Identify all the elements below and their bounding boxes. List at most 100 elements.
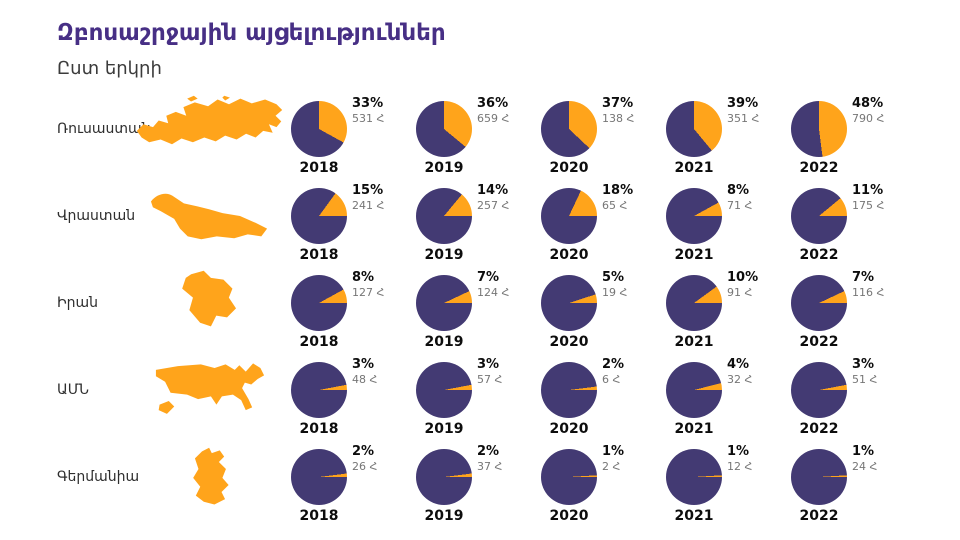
value-label: 51 Հ xyxy=(852,373,878,386)
pie-group: 37% 138 Հ 2020 xyxy=(541,96,666,184)
year-label: 2018 xyxy=(299,421,339,437)
pie-chart xyxy=(291,188,347,244)
year-label: 2020 xyxy=(549,247,589,263)
year-label: 2022 xyxy=(799,247,839,263)
percent-label: 2% xyxy=(352,444,375,459)
pie-group: 7% 116 Հ 2022 xyxy=(791,270,916,358)
value-label: 32 Հ xyxy=(727,373,753,386)
country-label: Գերմանիա xyxy=(57,469,140,485)
pie-chart xyxy=(541,449,597,505)
value-label: 71 Հ xyxy=(727,199,753,212)
pie-chart xyxy=(791,275,847,331)
country-row: Ռուսաստան 33% 531 Հ 2018 36% 659 Հ 2019 … xyxy=(0,95,960,184)
percent-label: 7% xyxy=(477,270,500,285)
country-label: Իրան xyxy=(57,295,99,311)
pie-chart xyxy=(416,449,472,505)
percent-label: 3% xyxy=(852,357,875,372)
pie-chart xyxy=(541,275,597,331)
percent-label: 36% xyxy=(477,96,509,111)
pie-chart xyxy=(291,449,347,505)
value-label: 175 Հ xyxy=(852,199,885,212)
year-label: 2019 xyxy=(424,334,464,350)
pie-group: 2% 37 Հ 2019 xyxy=(416,444,541,532)
year-label: 2021 xyxy=(674,421,714,437)
pie-chart xyxy=(291,101,347,157)
pie-group: 11% 175 Հ 2022 xyxy=(791,183,916,271)
pie-chart xyxy=(541,362,597,418)
percent-label: 7% xyxy=(852,270,875,285)
iran-map-shape xyxy=(182,270,237,327)
value-label: 351 Հ xyxy=(727,112,760,125)
pie-group: 2% 6 Հ 2020 xyxy=(541,357,666,445)
value-label: 12 Հ xyxy=(727,460,753,473)
percent-label: 8% xyxy=(727,183,750,198)
percent-label: 15% xyxy=(352,183,384,198)
year-label: 2020 xyxy=(549,334,589,350)
pie-group: 8% 127 Հ 2018 xyxy=(291,270,416,358)
pie-chart xyxy=(416,101,472,157)
iran-map xyxy=(128,266,292,340)
pie-group: 3% 57 Հ 2019 xyxy=(416,357,541,445)
year-label: 2018 xyxy=(299,160,339,176)
value-label: 241 Հ xyxy=(352,199,385,212)
pie-chart xyxy=(791,101,847,157)
pie-chart xyxy=(416,188,472,244)
value-label: 659 Հ xyxy=(477,112,510,125)
country-row: Վրաստան 15% 241 Հ 2018 14% 257 Հ 2019 18… xyxy=(0,183,960,271)
germany-map xyxy=(128,440,292,514)
pie-group: 1% 12 Հ 2021 xyxy=(666,444,791,532)
pie-chart xyxy=(291,275,347,331)
value-label: 65 Հ xyxy=(602,199,628,212)
pie-group: 7% 124 Հ 2019 xyxy=(416,270,541,358)
value-label: 57 Հ xyxy=(477,373,503,386)
year-label: 2022 xyxy=(799,334,839,350)
year-label: 2022 xyxy=(799,508,839,524)
georgia-map-shape xyxy=(150,193,268,240)
pie-group: 15% 241 Հ 2018 xyxy=(291,183,416,271)
pie-chart xyxy=(666,101,722,157)
year-label: 2022 xyxy=(799,160,839,176)
pie-group: 1% 2 Հ 2020 xyxy=(541,444,666,532)
year-label: 2021 xyxy=(674,247,714,263)
pie-chart xyxy=(791,449,847,505)
russia-map-shape xyxy=(136,95,283,145)
usa-map xyxy=(128,353,292,427)
georgia-map xyxy=(128,179,292,253)
pie-group: 3% 48 Հ 2018 xyxy=(291,357,416,445)
page-title: Զբոսաշրջային այցելություններ xyxy=(57,20,446,46)
value-label: 138 Հ xyxy=(602,112,635,125)
value-label: 19 Հ xyxy=(602,286,628,299)
year-label: 2018 xyxy=(299,508,339,524)
pie-group: 8% 71 Հ 2021 xyxy=(666,183,791,271)
year-label: 2020 xyxy=(549,160,589,176)
country-label: Վրաստան xyxy=(57,208,136,224)
country-row: ԱՄՆ 3% 48 Հ 2018 3% 57 Հ 2019 2% 6 Հ 202… xyxy=(0,357,960,445)
percent-label: 2% xyxy=(602,357,625,372)
percent-label: 37% xyxy=(602,96,634,111)
value-label: 48 Հ xyxy=(352,373,378,386)
value-label: 124 Հ xyxy=(477,286,510,299)
pie-chart xyxy=(541,188,597,244)
year-label: 2019 xyxy=(424,508,464,524)
value-label: 127 Հ xyxy=(352,286,385,299)
value-label: 37 Հ xyxy=(477,460,503,473)
year-label: 2019 xyxy=(424,247,464,263)
country-label: ԱՄՆ xyxy=(57,382,90,398)
pie-chart xyxy=(666,188,722,244)
pie-group: 18% 65 Հ 2020 xyxy=(541,183,666,271)
year-label: 2021 xyxy=(674,508,714,524)
percent-label: 1% xyxy=(727,444,750,459)
percent-label: 11% xyxy=(852,183,884,198)
percent-label: 14% xyxy=(477,183,509,198)
percent-label: 1% xyxy=(852,444,875,459)
pie-group: 2% 26 Հ 2018 xyxy=(291,444,416,532)
year-label: 2021 xyxy=(674,160,714,176)
country-label: Ռուսաստան xyxy=(57,121,151,137)
country-row: Գերմանիա 2% 26 Հ 2018 2% 37 Հ 2019 1% 2 … xyxy=(0,444,960,532)
value-label: 6 Հ xyxy=(602,373,621,386)
percent-label: 3% xyxy=(352,357,375,372)
pie-group: 4% 32 Հ 2021 xyxy=(666,357,791,445)
usa-map-shape xyxy=(155,363,265,414)
percent-label: 4% xyxy=(727,357,750,372)
